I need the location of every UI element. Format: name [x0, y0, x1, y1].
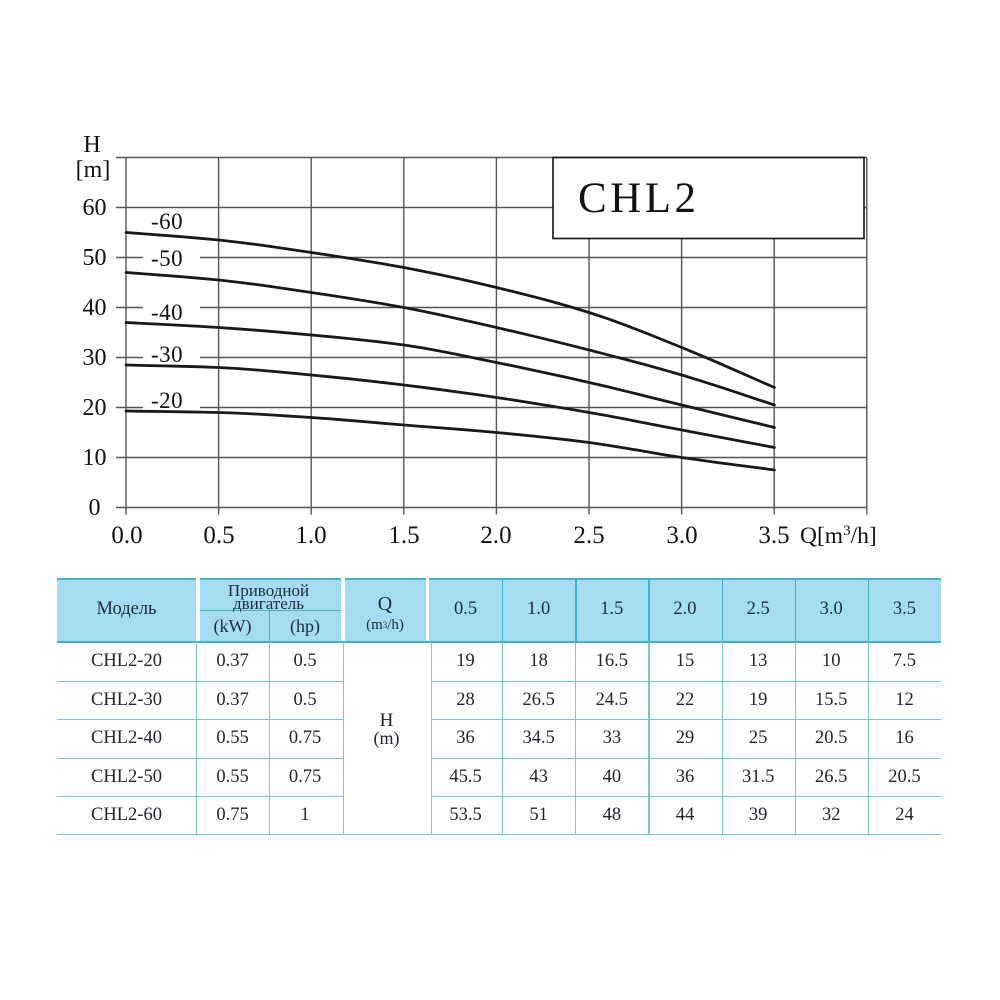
svg-text:H: H — [83, 132, 100, 158]
svg-text:-50: -50 — [151, 246, 183, 271]
svg-text:50: 50 — [83, 245, 107, 271]
svg-text:Q[m3/h]: Q[m3/h] — [800, 523, 877, 549]
svg-text:40: 40 — [83, 295, 107, 321]
svg-text:0: 0 — [89, 495, 101, 521]
svg-text:0.5: 0.5 — [203, 522, 234, 549]
svg-text:1.0: 1.0 — [295, 522, 326, 549]
svg-text:10: 10 — [83, 445, 107, 471]
svg-text:60: 60 — [83, 195, 107, 221]
svg-text:-60: -60 — [151, 209, 183, 234]
svg-text:0.0: 0.0 — [111, 522, 142, 549]
svg-text:2.5: 2.5 — [573, 522, 604, 549]
svg-text:1.5: 1.5 — [388, 522, 419, 549]
svg-text:-40: -40 — [151, 300, 183, 325]
svg-text:CHL2: CHL2 — [578, 175, 700, 222]
svg-text:-20: -20 — [151, 388, 183, 413]
svg-text:3.0: 3.0 — [666, 522, 697, 549]
svg-text:30: 30 — [83, 345, 107, 371]
svg-text:-30: -30 — [151, 342, 183, 367]
svg-text:20: 20 — [83, 395, 107, 421]
svg-text:[m]: [m] — [76, 157, 111, 183]
svg-text:3.5: 3.5 — [758, 522, 789, 549]
svg-text:2.0: 2.0 — [480, 522, 511, 549]
